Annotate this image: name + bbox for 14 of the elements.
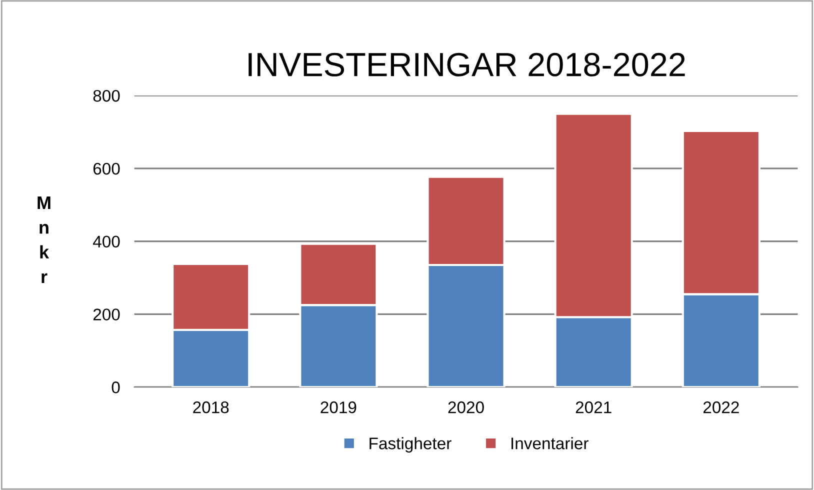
y-tick-label: 800 [93, 90, 120, 102]
y-tick-label: 600 [93, 162, 120, 175]
x-tick-label: 2020 [448, 401, 484, 414]
x-tick-label: 2022 [703, 401, 739, 414]
y-tick-label: 200 [93, 308, 120, 320]
x-tick-label: 2018 [193, 401, 229, 414]
y-tick-label: 0 [112, 382, 120, 394]
legend-label: Inventarier [512, 437, 588, 450]
x-tick-label: 2019 [320, 401, 356, 414]
chart-title: INVESTERINGAR 2018-2022 [248, 52, 685, 76]
legend-label: Fastigheter [370, 437, 452, 453]
y-tick-label: 400 [93, 236, 120, 248]
y-axis-title: Mnkr [38, 196, 50, 284]
x-tick-label: 2021 [576, 401, 612, 414]
